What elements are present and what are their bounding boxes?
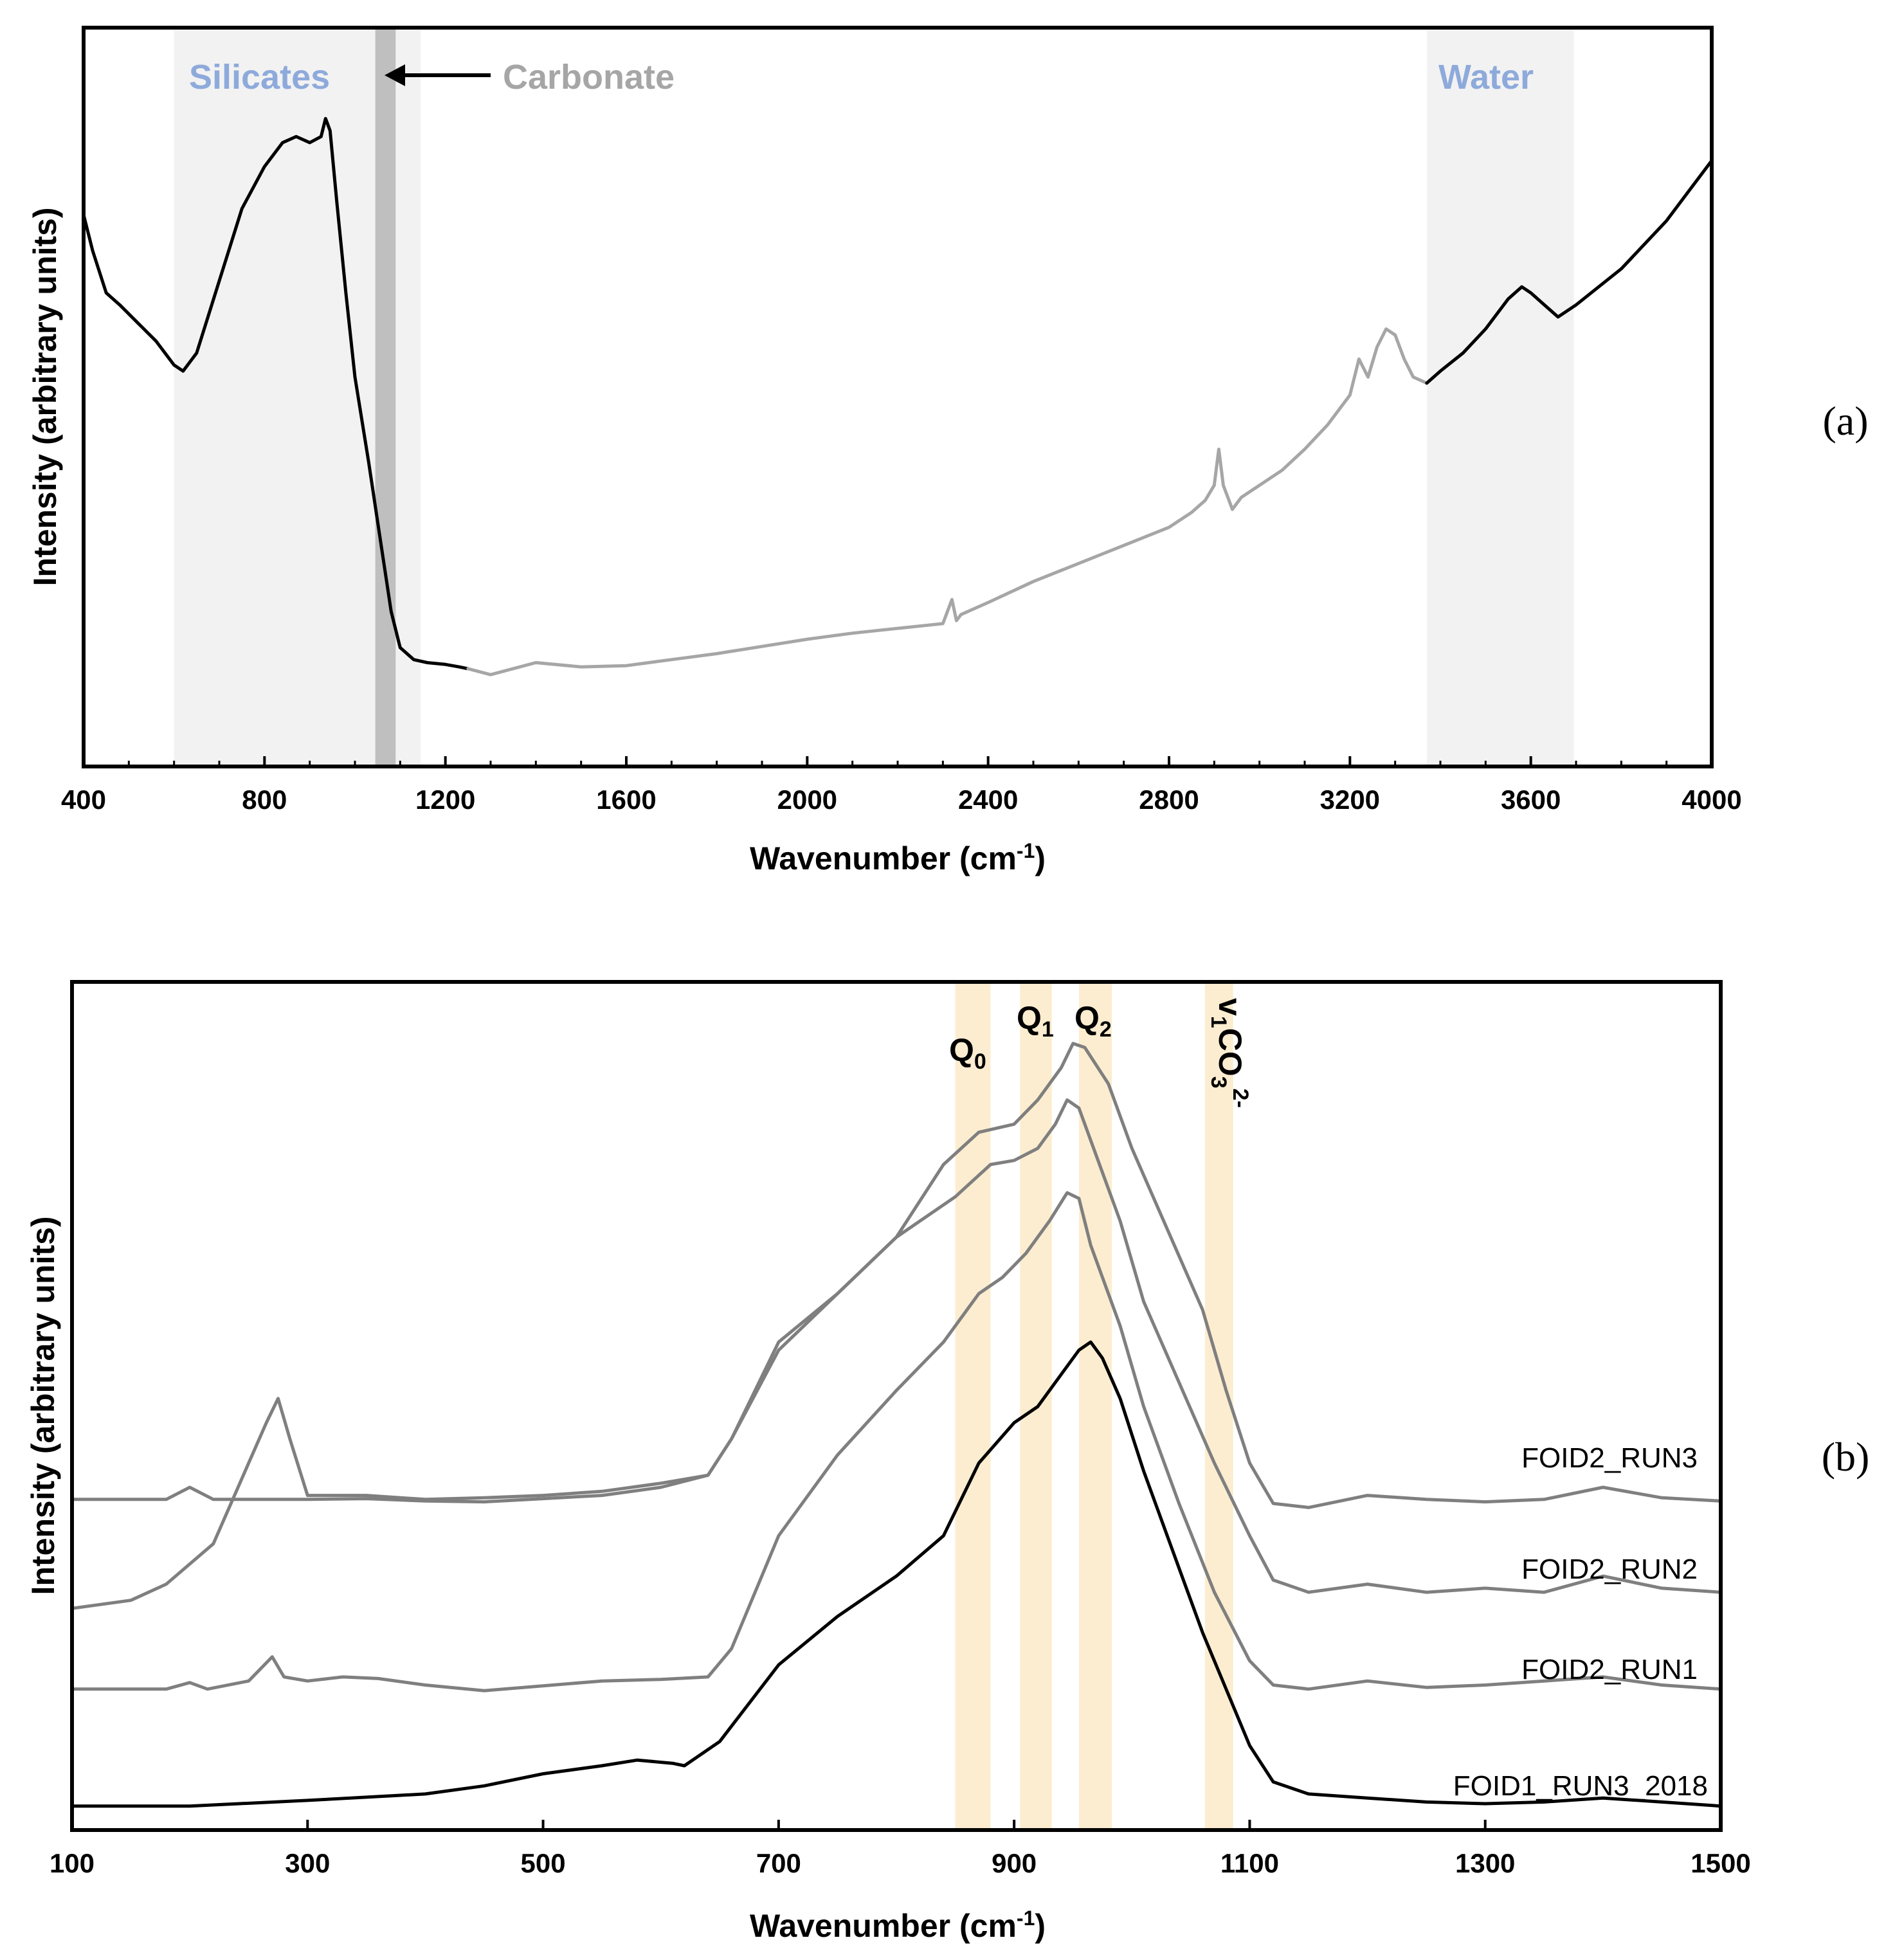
a-xtick-label-1600: 1600 xyxy=(596,784,656,815)
a-label-carbonate: Carbonate xyxy=(503,58,675,96)
b-label-q0: Q0 xyxy=(949,1032,986,1074)
a-ticks: 400 800 1200 1600 2000 2400 2800 3200 3600 4000 xyxy=(61,756,1742,815)
b-label-q2: Q2 xyxy=(1074,1000,1112,1042)
b-panel-label: (b) xyxy=(1822,1434,1870,1480)
b-region-band-3 xyxy=(1204,982,1233,1830)
b-xtick-label-100: 100 xyxy=(50,1848,95,1878)
a-xtick-label-800: 800 xyxy=(242,784,287,815)
a-xtick-label-1200: 1200 xyxy=(415,784,475,815)
b-label-q1: Q1 xyxy=(1017,1000,1054,1042)
b-series-group xyxy=(70,1042,1723,1808)
b-xtick-label-1100: 1100 xyxy=(1220,1848,1279,1878)
b-series-label-foid2-run1: FOID2_RUN1 xyxy=(1521,1654,1698,1685)
a-xlabel: Wavenumber (cm-1) xyxy=(750,839,1046,876)
a-shaded-regions xyxy=(174,28,1574,766)
a-xtick-label-2800: 2800 xyxy=(1139,784,1199,815)
a-region-water xyxy=(1426,28,1574,766)
b-series-foid2-run1 xyxy=(70,1191,1723,1692)
a-xtick-label-2000: 2000 xyxy=(777,784,837,815)
b-xlabel: Wavenumber (cm-1) xyxy=(750,1907,1046,1944)
a-region-carbonate xyxy=(375,28,396,766)
b-plot-frame xyxy=(70,980,1723,1832)
a-xtick-label-3200: 3200 xyxy=(1320,784,1380,815)
b-xtick-label-500: 500 xyxy=(521,1848,566,1878)
b-series-foid2-run2 xyxy=(70,1098,1723,1610)
a-series-spectrum-silicate-range xyxy=(82,116,470,671)
b-xtick-label-900: 900 xyxy=(992,1848,1037,1878)
a-xtick-label-2400: 2400 xyxy=(958,784,1018,815)
panel-b: 100 300 500 700 900 1100 1300 1500 Q0 Q1 Q2 v1C… xyxy=(25,980,1870,1944)
b-xtick-label-700: 700 xyxy=(756,1848,801,1878)
a-panel-label: (a) xyxy=(1822,398,1868,444)
b-series-label-foid2-run2: FOID2_RUN2 xyxy=(1521,1554,1698,1585)
a-series-spectrum-water-range xyxy=(1425,159,1714,385)
b-bands xyxy=(955,982,1233,1830)
b-region-band-2 xyxy=(1078,982,1112,1830)
b-label-co3: v1CO32- xyxy=(1206,998,1253,1108)
a-ylabel: Intensity (arbitrary units) xyxy=(27,208,63,586)
b-ticks: 100 300 500 700 900 1100 1300 1500 xyxy=(50,1820,1751,1878)
a-series-group xyxy=(82,116,1714,676)
a-xtick-label-4000: 4000 xyxy=(1682,784,1741,815)
a-label-silicates: Silicates xyxy=(189,58,330,96)
b-series-label-foid1-run3-2018: FOID1_RUN3_2018 xyxy=(1453,1770,1708,1802)
a-label-water: Water xyxy=(1438,58,1534,96)
a-xtick-label-3600: 3600 xyxy=(1501,784,1561,815)
b-ylabel: Intensity (arbitrary units) xyxy=(25,1217,61,1595)
b-series-foid2-run3 xyxy=(70,1042,1723,1509)
b-xtick-label-1300: 1300 xyxy=(1455,1848,1515,1878)
a-series-spectrum-background xyxy=(466,327,1429,676)
a-carbonate-arrow xyxy=(385,64,491,86)
panel-a: 400 800 1200 1600 2000 2400 2800 3200 3600 4000 S… xyxy=(27,26,1869,876)
b-xtick-label-1500: 1500 xyxy=(1691,1848,1750,1878)
a-xtick-label-400: 400 xyxy=(61,784,106,815)
b-region-band-0 xyxy=(955,982,991,1830)
b-series-label-foid2-run3: FOID2_RUN3 xyxy=(1521,1442,1698,1474)
b-xtick-label-300: 300 xyxy=(285,1848,330,1878)
b-series-foid1-run3-2018 xyxy=(70,1340,1723,1808)
